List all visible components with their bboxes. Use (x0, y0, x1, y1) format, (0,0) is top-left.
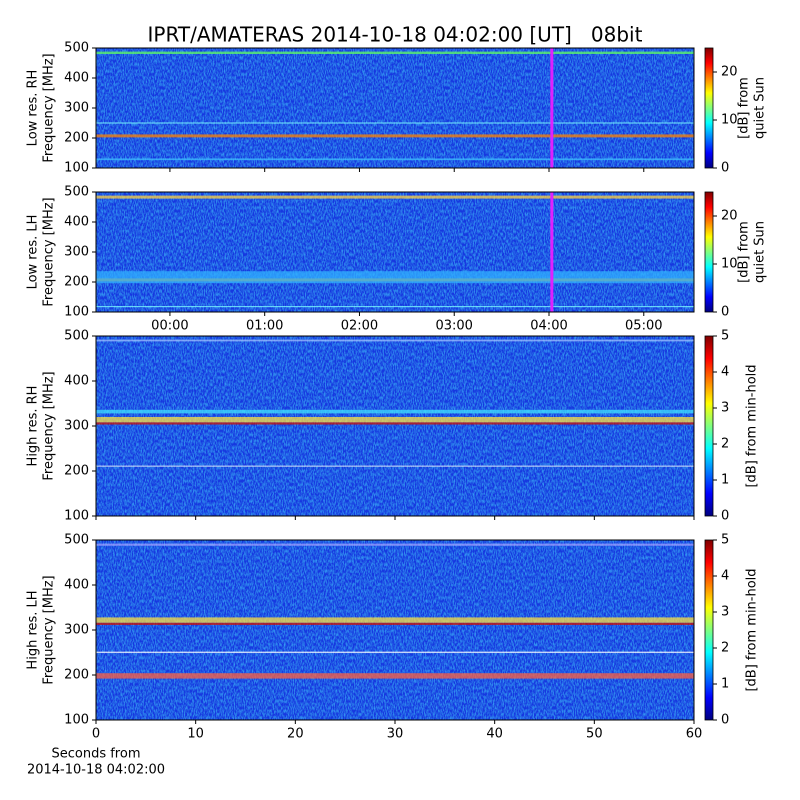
colorbar (704, 335, 714, 517)
colorbar-tick-label: 1 (721, 473, 729, 488)
spectrogram-band (96, 271, 694, 284)
y-axis-label: High res. LH (26, 590, 41, 669)
y-tick-label: 100 (64, 509, 89, 524)
y-axis-label: Frequency [MHz] (42, 197, 57, 306)
colorbar-label: quiet Sun (753, 221, 768, 283)
spectrogram-band (96, 158, 694, 161)
spectrogram-band (96, 306, 694, 308)
spectrogram-band (96, 417, 694, 423)
y-tick-label: 400 (64, 578, 89, 593)
x-tick-label: 02:00 (341, 319, 378, 334)
spectrogram-band (96, 134, 694, 138)
spectrogram-band (96, 617, 694, 623)
spectrogram-band (96, 339, 694, 342)
y-axis-label: High res. RH (26, 386, 41, 467)
x-tick-label: 50 (586, 727, 603, 742)
x-tick-label: 01:00 (246, 319, 283, 334)
x-axis-label: 2014-10-18 04:02:00 (27, 763, 165, 778)
y-tick-label: 500 (64, 329, 89, 344)
y-tick-label: 300 (64, 101, 89, 116)
x-tick-label: 30 (387, 727, 404, 742)
y-tick-label: 300 (64, 623, 89, 638)
spectrogram-band (96, 195, 694, 199)
y-tick-label: 200 (64, 275, 89, 290)
spectrogram-band (96, 465, 694, 467)
x-tick-label: 05:00 (625, 319, 662, 334)
colorbar-tick-label: 0 (721, 161, 729, 176)
colorbar-label: [dB] from min-hold (745, 364, 760, 487)
y-tick-label: 200 (64, 131, 89, 146)
x-tick-label: 0 (92, 727, 100, 742)
y-tick-label: 200 (64, 668, 89, 683)
y-axis-label: Low res. RH (26, 70, 41, 147)
spectrogram-band (96, 673, 694, 679)
y-tick-label: 100 (64, 713, 89, 728)
y-tick-label: 100 (64, 305, 89, 320)
y-axis-label: Frequency [MHz] (42, 53, 57, 162)
colorbar-tick-label: 4 (721, 365, 729, 380)
colorbar-tick-label: 10 (721, 257, 738, 272)
colorbar-tick-label: 0 (721, 305, 729, 320)
spectrogram (96, 192, 694, 312)
x-tick-label: 20 (287, 727, 304, 742)
spectrogram-band (96, 651, 694, 654)
colorbar-tick-label: 2 (721, 437, 729, 452)
x-tick-label: 00:00 (151, 319, 188, 334)
colorbar (704, 47, 714, 169)
colorbar (704, 539, 714, 721)
colorbar-tick-label: 0 (721, 713, 729, 728)
y-axis-label: Frequency [MHz] (42, 371, 57, 480)
colorbar-tick-label: 5 (721, 533, 729, 548)
x-tick-label: 03:00 (435, 319, 472, 334)
y-tick-label: 400 (64, 71, 89, 86)
spectrogram-band (96, 51, 694, 54)
chart-title: IPRT/AMATERAS 2014-10-18 04:02:00 [UT] 0… (148, 23, 643, 47)
colorbar (704, 191, 714, 313)
x-axis-label: Seconds from (51, 747, 140, 762)
spectrogram-band (96, 622, 694, 625)
colorbar-label: [dB] from (737, 77, 752, 139)
spectrogram (96, 540, 694, 720)
colorbar-tick-label: 10 (721, 113, 738, 128)
spectrogram-band (96, 543, 694, 546)
y-tick-label: 500 (64, 185, 89, 200)
y-tick-label: 400 (64, 374, 89, 389)
y-tick-label: 500 (64, 533, 89, 548)
spectrogram-band (96, 409, 694, 414)
spectrogram-band (96, 122, 694, 124)
x-tick-label: 60 (686, 727, 703, 742)
y-axis-label: Frequency [MHz] (42, 575, 57, 684)
colorbar-label: quiet Sun (753, 77, 768, 139)
colorbar-tick-label: 5 (721, 329, 729, 344)
colorbar-tick-label: 1 (721, 677, 729, 692)
y-tick-label: 200 (64, 464, 89, 479)
y-axis-label: Low res. LH (26, 215, 41, 290)
spectrogram (96, 48, 694, 168)
colorbar-tick-label: 3 (721, 605, 729, 620)
x-tick-label: 10 (187, 727, 204, 742)
spectrogram (96, 336, 694, 516)
x-tick-label: 04:00 (530, 319, 567, 334)
y-tick-label: 500 (64, 41, 89, 56)
colorbar-tick-label: 20 (721, 209, 738, 224)
spectrogram-band (96, 422, 694, 425)
colorbar-tick-label: 20 (721, 65, 738, 80)
colorbar-tick-label: 2 (721, 641, 729, 656)
colorbar-tick-label: 3 (721, 401, 729, 416)
colorbar-label: [dB] from min-hold (745, 568, 760, 691)
y-tick-label: 100 (64, 161, 89, 176)
colorbar-tick-label: 0 (721, 509, 729, 524)
y-tick-label: 300 (64, 245, 89, 260)
y-tick-label: 400 (64, 215, 89, 230)
y-tick-label: 300 (64, 419, 89, 434)
colorbar-label: [dB] from (737, 221, 752, 283)
x-tick-label: 40 (486, 727, 503, 742)
colorbar-tick-label: 4 (721, 569, 729, 584)
